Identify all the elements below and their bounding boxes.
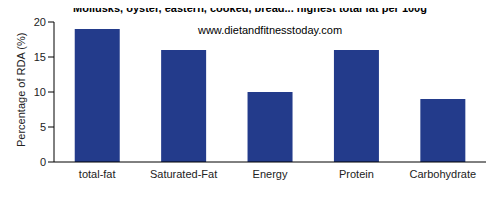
svg-text:15: 15 <box>34 51 46 63</box>
html-text:Mollusks, oyster, eastern, coo: Mollusks, oyster, eastern, cooked, bread… <box>73 2 427 14</box>
svg-text:Saturated-Fat: Saturated-Fat <box>150 168 217 180</box>
svg-text:10: 10 <box>34 86 46 98</box>
svg-text:Protein: Protein <box>339 168 374 180</box>
svg-text:20: 20 <box>34 16 46 28</box>
svg-text:total-fat: total-fat <box>79 168 116 180</box>
svg-text:Energy: Energy <box>253 168 288 180</box>
svg-text:Carbohydrate: Carbohydrate <box>409 168 476 180</box>
svg-text:Percentage of RDA (%): Percentage of RDA (%) <box>15 33 27 147</box>
html-text:www.dietandfitnesstoday.com: www.dietandfitnesstoday.com <box>198 24 342 36</box>
svg-text:5: 5 <box>40 121 46 133</box>
svg-text:0: 0 <box>40 156 46 168</box>
